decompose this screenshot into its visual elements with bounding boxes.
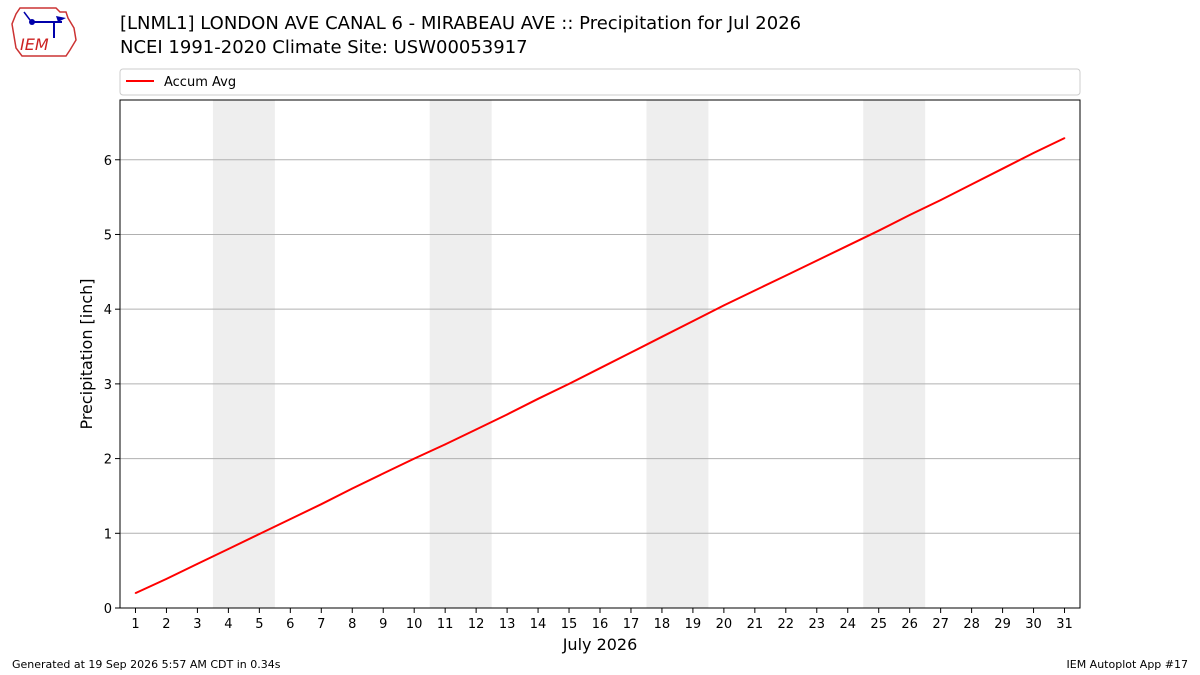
data-point [320, 503, 323, 505]
app-note: IEM Autoplot App #17 [1066, 658, 1189, 671]
data-point [754, 289, 756, 292]
data-point [568, 383, 570, 385]
y-tick-label: 0 [104, 602, 112, 617]
data-point [630, 351, 632, 354]
x-tick-label: 5 [255, 617, 263, 632]
y-tick-label: 4 [104, 303, 112, 318]
x-tick-label: 26 [901, 617, 918, 632]
data-point [537, 398, 539, 400]
x-tick-label: 7 [317, 617, 325, 632]
legend-box [119, 68, 1081, 96]
x-axis-label: July 2026 [562, 635, 638, 654]
y-tick-label: 5 [104, 228, 112, 243]
weekend-band [646, 100, 709, 608]
data-point [196, 563, 199, 565]
x-tick-label: 24 [839, 617, 856, 632]
x-tick-label: 25 [870, 617, 887, 632]
x-tick-label: 22 [778, 617, 795, 632]
data-point [599, 367, 601, 369]
data-point [877, 229, 880, 232]
x-tick-label: 28 [963, 617, 980, 632]
x-tick-label: 11 [437, 617, 454, 632]
chart-title: [LNML1] LONDON AVE CANAL 6 - MIRABEAU AV… [120, 13, 802, 34]
legend-label: Accum Avg [164, 75, 236, 90]
data-point [846, 244, 849, 247]
logo-text: IEM [20, 35, 49, 54]
x-tick-label: 31 [1056, 617, 1073, 632]
x-tick-label: 6 [286, 617, 294, 632]
x-tick-label: 15 [561, 617, 578, 632]
x-tick-label: 1 [131, 617, 139, 632]
y-tick-label: 3 [104, 378, 112, 393]
x-tick-label: 30 [1025, 617, 1042, 632]
legend: Accum Avg [119, 68, 1081, 96]
x-tick-label: 3 [193, 617, 201, 632]
x-tick-label: 20 [716, 617, 733, 632]
y-tick-label: 2 [104, 453, 112, 468]
data-point [1063, 137, 1066, 139]
x-tick-label: 9 [379, 617, 387, 632]
data-point [661, 336, 663, 338]
data-point [939, 199, 942, 201]
data-point [413, 457, 415, 460]
x-tick-label: 13 [499, 617, 516, 632]
data-point [165, 578, 168, 580]
x-tick-label: 18 [654, 617, 671, 632]
data-point [723, 304, 725, 307]
x-tick-label: 4 [224, 617, 232, 632]
chart-subtitle: NCEI 1991-2020 Climate Site: USW00053917 [120, 37, 528, 58]
data-point [475, 428, 477, 431]
data-point [382, 472, 385, 475]
y-tick-label: 1 [104, 527, 112, 542]
weekend-band [212, 100, 275, 608]
data-point [506, 413, 508, 416]
iem-logo: IEM [11, 7, 77, 57]
x-tick-label: 29 [994, 617, 1011, 632]
data-point [227, 548, 230, 550]
x-tick-label: 14 [530, 617, 547, 632]
data-point [692, 320, 694, 322]
data-point [134, 592, 137, 594]
x-tick-label: 27 [932, 617, 949, 632]
x-tick-label: 16 [592, 617, 609, 632]
y-tick-label: 6 [104, 154, 112, 169]
x-tick-label: 21 [747, 617, 764, 632]
x-tick-label: 17 [623, 617, 640, 632]
data-point [1032, 152, 1035, 154]
x-tick-label: 12 [468, 617, 485, 632]
data-point [785, 274, 787, 277]
data-point [351, 487, 354, 490]
x-tick-label: 8 [348, 617, 356, 632]
data-point [444, 443, 446, 446]
x-tick-label: 10 [406, 617, 423, 632]
data-point [289, 518, 292, 520]
weekend-band [429, 100, 492, 608]
data-point [970, 183, 973, 186]
x-tick-label: 23 [809, 617, 826, 632]
data-point [1001, 167, 1004, 170]
y-axis-label: Precipitation [inch] [77, 278, 96, 429]
data-point [908, 214, 911, 216]
x-tick-label: 2 [162, 617, 170, 632]
generated-note: Generated at 19 Sep 2026 5:57 AM CDT in … [12, 658, 281, 671]
x-tick-label: 19 [685, 617, 702, 632]
weekend-band [863, 100, 926, 608]
data-point [258, 533, 261, 535]
data-point [815, 259, 818, 262]
